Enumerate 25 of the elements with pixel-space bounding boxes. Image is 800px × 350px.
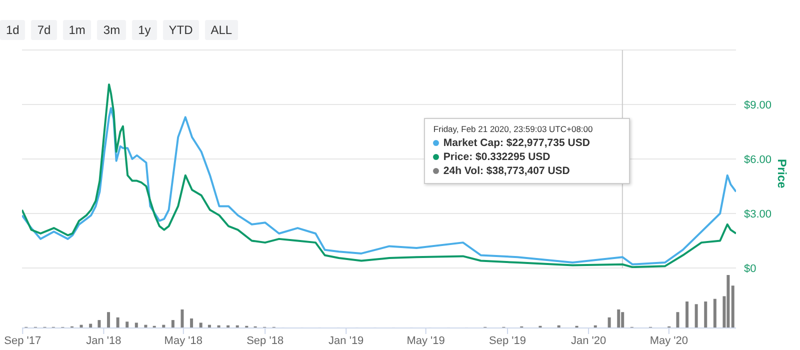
- y-axis-title: Price: [774, 159, 789, 189]
- y-tick-label: $3.00: [744, 208, 772, 220]
- y-tick-label: $6.00: [744, 154, 772, 166]
- x-tick-label: Sep '19: [489, 334, 526, 347]
- y-tick-label: $0: [744, 262, 756, 275]
- range-button: 1d: [0, 20, 26, 40]
- x-tick-label: Sep '18: [246, 334, 284, 347]
- x-tick-label: Jan '19: [328, 334, 364, 347]
- annotation: Price: $0.332295 USD: [443, 150, 550, 164]
- range-button: 1y: [132, 20, 157, 40]
- x-tick-label: May '19: [406, 334, 445, 347]
- y-tick-label: $9.00: [744, 99, 772, 112]
- annotation: 24h Vol: $38,773,407 USD: [443, 164, 570, 178]
- range-button: 1m: [62, 20, 92, 40]
- range-button: ALL: [204, 20, 238, 40]
- x-tick-label: Sep '17: [4, 334, 42, 347]
- annotation: Market Cap: $22,977,735 USD: [443, 136, 590, 150]
- x-tick-label: May '20: [650, 334, 688, 347]
- annotation: Friday, Feb 21 2020, 23:59:03 UTC+08:00: [433, 124, 594, 134]
- x-tick-label: Jan '18: [86, 334, 122, 347]
- range-button: YTD: [162, 20, 199, 40]
- x-tick-label: May '18: [164, 334, 202, 347]
- x-tick-label: Jan '20: [570, 334, 606, 347]
- range-button: 7d: [31, 20, 57, 40]
- range-button: 3m: [97, 20, 126, 40]
